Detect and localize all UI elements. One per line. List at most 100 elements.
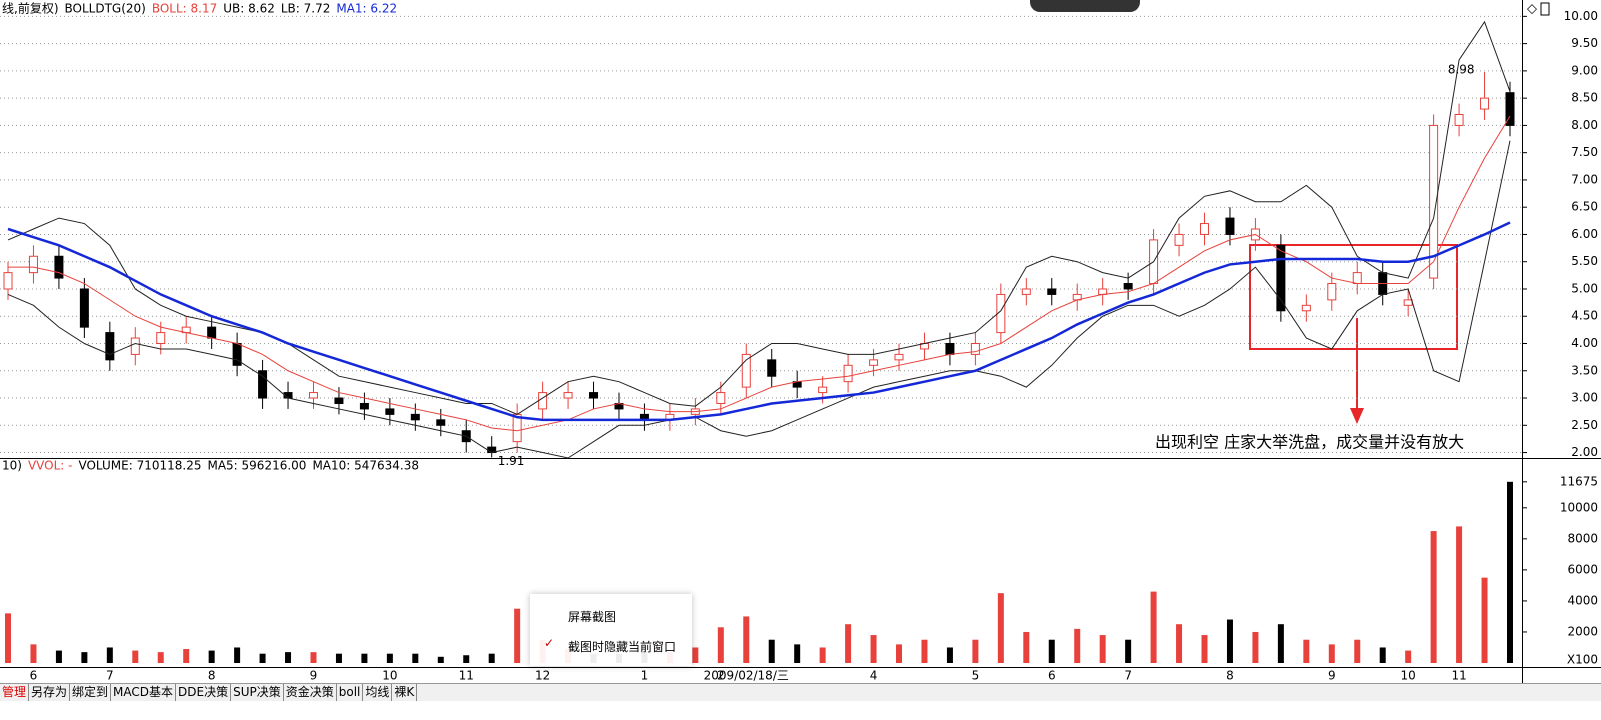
toolbar-button[interactable]: 均线 xyxy=(363,684,393,701)
candle-body xyxy=(716,392,726,404)
candle-body xyxy=(843,364,853,383)
candle-body xyxy=(1021,288,1031,295)
candle-body xyxy=(410,413,420,421)
y-tick-label: 8000 xyxy=(1567,531,1598,545)
volume-bar xyxy=(1379,647,1386,663)
y-tick-label: 6.50 xyxy=(1571,200,1598,214)
volume-bar xyxy=(1201,635,1208,663)
volume-bar xyxy=(463,655,470,663)
candle-body xyxy=(767,359,777,377)
y-tick-label: 7.50 xyxy=(1571,145,1598,159)
volume-bar xyxy=(310,652,317,663)
toolbar-button[interactable]: DDE决策 xyxy=(176,684,232,701)
toolbar-button[interactable]: 另存为 xyxy=(29,684,71,701)
toolbar-button[interactable]: 裸K xyxy=(392,684,418,701)
volume-bar xyxy=(208,650,215,663)
x-tick-label: 10 xyxy=(1401,669,1416,683)
volume-bar xyxy=(132,650,139,663)
y-tick-label: 3.50 xyxy=(1571,363,1598,377)
candle-body xyxy=(1276,244,1286,312)
volume-bar xyxy=(1023,631,1030,663)
series-line xyxy=(7,221,1511,422)
volume-bar xyxy=(1226,619,1233,663)
volume-bar xyxy=(717,627,724,663)
y-tick-label: 3.00 xyxy=(1571,391,1598,405)
volume-bar xyxy=(1481,577,1488,663)
candle-body xyxy=(1429,124,1439,279)
toolbar-button[interactable]: 资金决策 xyxy=(284,684,337,701)
volume-bar xyxy=(1252,631,1259,663)
volume-bar xyxy=(946,647,953,663)
unit-label: X100 xyxy=(1567,653,1598,667)
volume-bar xyxy=(921,639,928,663)
candle-body xyxy=(79,288,89,328)
volume-bar xyxy=(1430,531,1437,663)
candle-body xyxy=(130,337,140,355)
annotation-high: 8.98 xyxy=(1448,62,1475,76)
toolbar-button[interactable]: SUP决策 xyxy=(231,684,284,701)
volume-bar xyxy=(488,653,495,663)
x-tick-label: 8 xyxy=(208,669,216,683)
header-text: 线,前复权) xyxy=(2,1,59,16)
y-tick-label: 4000 xyxy=(1567,593,1598,607)
volume-bar xyxy=(1303,639,1310,663)
candle-body xyxy=(207,326,217,339)
context-menu: 屏幕截图截图时隐藏当前窗口 ✓ xyxy=(530,594,692,666)
candle-body xyxy=(54,255,64,279)
volume-bar xyxy=(819,647,826,663)
volume-bar xyxy=(896,644,903,663)
toolbar-button[interactable]: boll xyxy=(337,684,364,701)
toolbar-button[interactable]: 管理 xyxy=(0,684,30,701)
volume-bar xyxy=(30,644,37,663)
header-text: VOLUME: 710118.25 xyxy=(78,459,201,473)
y-tick-label: 6.00 xyxy=(1571,227,1598,241)
header-text: MA1: 6.22 xyxy=(336,2,397,16)
header-text: 10) xyxy=(2,459,22,473)
x-tick-label: 12 xyxy=(535,669,550,683)
volume-bar xyxy=(55,650,62,663)
volume-bar xyxy=(794,644,801,663)
check-icon: ✓ xyxy=(544,636,555,650)
volume-bar xyxy=(1125,639,1132,663)
series-line xyxy=(7,140,1511,459)
y-tick-label: 7.00 xyxy=(1571,172,1598,186)
candle-body xyxy=(1225,217,1235,235)
toolbar-button[interactable]: MACD基本 xyxy=(111,684,177,701)
candle-body xyxy=(308,392,318,399)
toolbar-button[interactable]: 绑定到 xyxy=(70,684,112,701)
candle-body xyxy=(334,397,344,404)
toolbar: 管理 另存为 绑定到 MACD基本 DDE决策 SUP决策 资金决策 boll 均线 裸K xyxy=(0,683,1601,701)
volume-bar xyxy=(157,652,164,663)
volume-bar xyxy=(972,639,979,663)
volume-bar xyxy=(5,613,11,663)
candle-body xyxy=(385,408,395,415)
volume-bar xyxy=(1354,639,1361,663)
x-tick-label: 10 xyxy=(382,669,397,683)
volume-bar xyxy=(514,608,521,663)
candle-body xyxy=(1301,304,1311,312)
volume-bar xyxy=(1405,650,1412,663)
y-tick-label: 5.50 xyxy=(1571,254,1598,268)
candle-body xyxy=(156,332,166,345)
volume-bar xyxy=(1277,624,1284,663)
highlight-box xyxy=(1249,244,1458,350)
y-tick-label: 8.00 xyxy=(1571,118,1598,132)
series-line xyxy=(8,115,1511,432)
annotation-low: 1.91 xyxy=(498,454,525,468)
candle-body xyxy=(28,255,38,274)
y-tick-label: 4.50 xyxy=(1571,309,1598,323)
volume-bar xyxy=(1150,591,1157,663)
volume-bar xyxy=(335,653,342,663)
icon xyxy=(1540,2,1550,16)
floating-widget xyxy=(1030,0,1140,12)
x-tick-label: 6 xyxy=(1048,669,1056,683)
candle-body xyxy=(1098,288,1108,295)
menu-item[interactable]: 截图时隐藏当前窗口 xyxy=(568,640,677,654)
candle-body xyxy=(538,392,548,410)
x-tick-label: 11 xyxy=(1451,669,1466,683)
header-text: BOLLDTG(20) xyxy=(65,2,146,16)
candle-body xyxy=(563,392,573,399)
menu-item[interactable]: 屏幕截图 xyxy=(568,610,617,624)
x-tick-label: 11 xyxy=(459,669,474,683)
